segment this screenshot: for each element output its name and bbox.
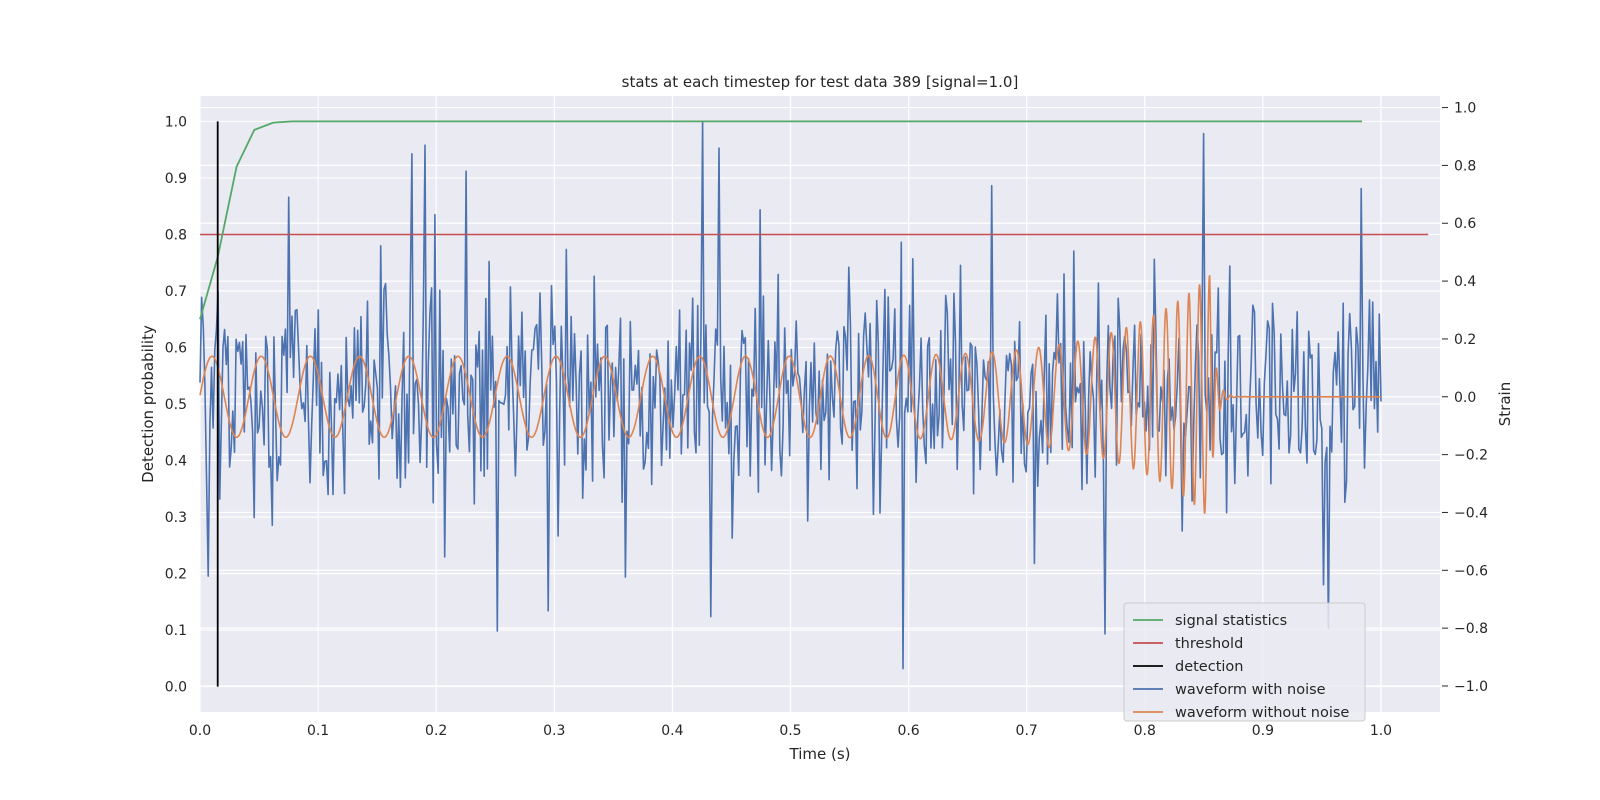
legend-label: waveform with noise [1175, 682, 1326, 698]
series-waveform-without-noise [199, 274, 1382, 515]
x-tick-label: 0.8 [1134, 723, 1156, 739]
x-tick-label: 0.7 [1016, 723, 1038, 739]
legend-box [1123, 602, 1366, 722]
y-right-tick-label: −0.2 [1454, 448, 1488, 464]
x-tick-label: 0.4 [661, 723, 683, 739]
series-signal-statistics [199, 120, 1363, 320]
x-tick-label: 0.9 [1252, 723, 1274, 739]
y-left-tick-label: 0.5 [165, 397, 187, 413]
y-right-tick-label: 0.6 [1454, 216, 1476, 232]
x-tick-label: 0.3 [543, 723, 565, 739]
y-left-tick-label: 0.6 [165, 340, 187, 356]
chart-title: stats at each timestep for test data 389… [622, 73, 1019, 91]
y-right-tick-label: 1.0 [1454, 101, 1476, 117]
y-right-tick-label: −1.0 [1454, 679, 1488, 695]
y-right-tick-label: −0.6 [1454, 563, 1488, 579]
y-right-tick-label: −0.4 [1454, 505, 1488, 521]
y-right-tick-label: 0.2 [1454, 332, 1476, 348]
legend-label: waveform without noise [1175, 705, 1349, 721]
y-right-tick-label: 0.0 [1454, 390, 1476, 406]
y-left-tick-label: 0.1 [165, 623, 187, 639]
y-left-tick-label: 0.9 [165, 171, 187, 187]
series-waveform-with-noise [199, 121, 1382, 670]
y-right-tick-label: 0.4 [1454, 274, 1476, 290]
y-left-tick-label: 1.0 [165, 114, 187, 130]
x-tick-label: 1.0 [1370, 723, 1392, 739]
x-tick-label: 0.6 [897, 723, 919, 739]
legend-label: detection [1175, 659, 1243, 675]
y-left-tick-label: 0.4 [165, 454, 187, 470]
legend-label: signal statistics [1175, 613, 1287, 629]
series-layer [199, 120, 1429, 687]
y-left-tick-label: 0.2 [165, 567, 187, 583]
x-axis-ticks: 0.0 0.1 0.2 0.3 0.4 0.5 0.6 0.7 0.8 0.9 1.0 [189, 723, 1392, 739]
y-left-axis-ticks: 0.0 0.1 0.2 0.3 0.4 0.5 0.6 0.7 0.8 0.9 1.0 [165, 114, 187, 695]
x-axis-label: Time (s) [789, 745, 851, 763]
y-left-tick-label: 0.0 [165, 680, 187, 696]
y-left-tick-label: 0.8 [165, 227, 187, 243]
y-right-tick-label: −0.8 [1454, 621, 1488, 637]
x-tick-label: 0.2 [425, 723, 447, 739]
y-left-axis-label: Detection probability [139, 325, 157, 483]
y-left-tick-label: 0.7 [165, 284, 187, 300]
y-right-axis-ticks: −1.0 −0.8 −0.6 −0.4 −0.2 0.0 0.2 0.4 0.6 0.8 1.0 [1442, 101, 1488, 695]
legend: signal statistics threshold detection wavef… [1123, 602, 1366, 722]
y-right-axis-label: Strain [1496, 382, 1514, 426]
legend-label: threshold [1175, 636, 1243, 652]
y-left-tick-label: 0.3 [165, 510, 187, 526]
x-tick-label: 0.1 [307, 723, 329, 739]
x-tick-label: 0.5 [779, 723, 801, 739]
x-tick-label: 0.0 [189, 723, 211, 739]
y-right-tick-label: 0.8 [1454, 158, 1476, 174]
